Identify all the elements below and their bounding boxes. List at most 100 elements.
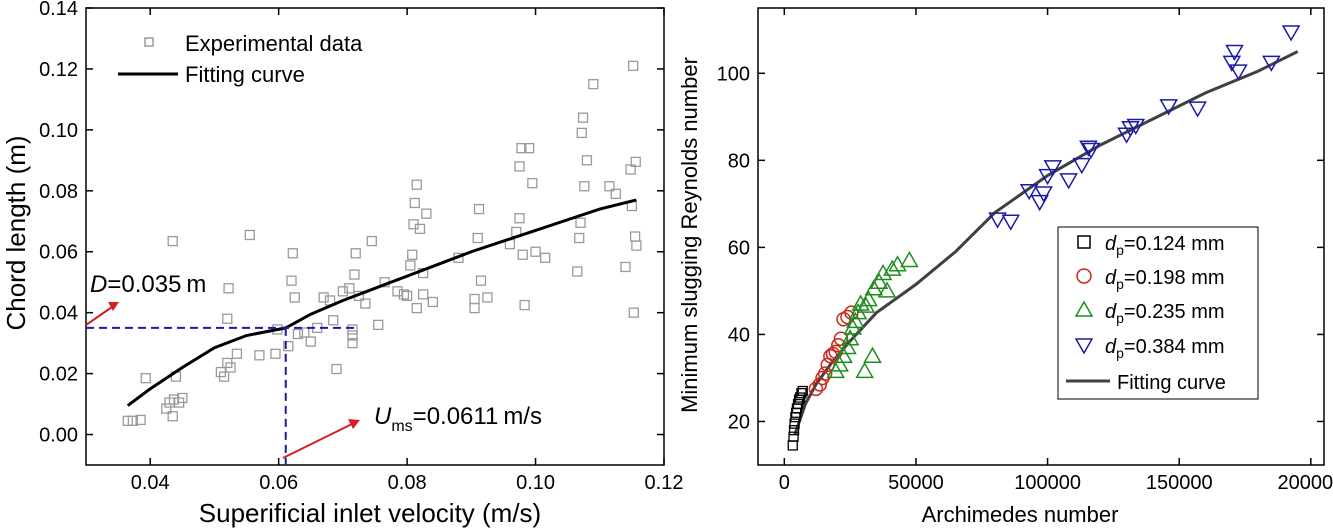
legend-label-0384-sub: p bbox=[1116, 345, 1124, 361]
data-point-series-3 bbox=[1262, 55, 1281, 72]
experimental-point bbox=[167, 235, 178, 247]
data-point-series-0 bbox=[788, 425, 800, 436]
data-point-series-1 bbox=[823, 348, 838, 364]
legend-swatch-square bbox=[1077, 235, 1091, 249]
left-y-tick-label: 0.14 bbox=[39, 0, 78, 20]
data-point-series-2 bbox=[834, 346, 853, 363]
reynolds-chart: 05000010000015000020000020406080100 dp=0… bbox=[677, 7, 1333, 527]
experimental-point bbox=[414, 223, 426, 235]
experimental-point bbox=[331, 363, 342, 375]
right-legend-frame bbox=[1057, 226, 1259, 400]
experimental-point bbox=[469, 293, 480, 305]
data-point-series-2 bbox=[851, 294, 870, 311]
experimental-point bbox=[347, 330, 358, 341]
experimental-point bbox=[588, 79, 599, 90]
right-x-tick-label: 0 bbox=[779, 472, 790, 494]
data-point-series-2 bbox=[882, 259, 902, 276]
data-point-series-2 bbox=[873, 263, 893, 281]
d-annotation: D=0.035 m bbox=[90, 271, 206, 298]
chord-length-chart: 0.04 0.06 0.08 0.10 0.12 0.00 0.02 0.04 0.06 0.08… bbox=[1, 0, 683, 528]
right-x-tick-label: 200000 bbox=[1277, 472, 1333, 494]
experimental-point bbox=[127, 415, 139, 426]
legend-label-0198-prefix: d bbox=[1105, 267, 1117, 289]
left-axes: 0.04 0.06 0.08 0.10 0.12 0.00 0.02 0.04 0.06 0.08… bbox=[39, 0, 683, 494]
experimental-point bbox=[347, 324, 358, 335]
experimental-point bbox=[581, 155, 593, 166]
legend-label-experimental: Experimental data bbox=[185, 31, 363, 56]
legend-label-right-fitting: Fitting curve bbox=[1117, 372, 1226, 394]
left-y-tick-label: 0.04 bbox=[39, 303, 78, 325]
data-point-series-0 bbox=[787, 440, 798, 451]
data-point-series-2 bbox=[877, 281, 897, 298]
legend-label-0384: dp=0.384 mm bbox=[1105, 336, 1225, 361]
legend-swatch-triangle-up bbox=[1074, 300, 1094, 317]
data-point-series-3 bbox=[1188, 101, 1207, 118]
data-point-series-1 bbox=[808, 381, 824, 397]
right-x-tick-label: 150000 bbox=[1146, 472, 1213, 494]
left-x-tick-label: 0.04 bbox=[131, 472, 170, 494]
experimental-point bbox=[401, 290, 413, 302]
experimental-point bbox=[631, 240, 642, 251]
data-point-series-0 bbox=[797, 385, 808, 397]
legend-swatch-experimental bbox=[144, 37, 154, 47]
experimental-point bbox=[628, 60, 639, 72]
data-point-series-2 bbox=[888, 255, 907, 272]
legend-label-0384-prefix: d bbox=[1105, 336, 1117, 358]
experimental-point bbox=[411, 302, 422, 314]
experimental-point bbox=[349, 269, 360, 280]
experimental-point bbox=[530, 246, 541, 257]
data-point-series-3 bbox=[1229, 64, 1248, 81]
right-y-tick-label: 40 bbox=[728, 324, 750, 346]
experimental-point bbox=[517, 249, 528, 260]
experimental-point bbox=[405, 260, 416, 271]
left-x-tick-label: 0.08 bbox=[388, 472, 427, 494]
data-point-series-3 bbox=[1038, 168, 1057, 186]
experimental-point bbox=[630, 156, 641, 168]
left-y-tick-label: 0.10 bbox=[39, 120, 78, 142]
data-point-series-2 bbox=[900, 250, 919, 268]
data-point-series-2 bbox=[840, 329, 860, 346]
data-point-series-2 bbox=[846, 311, 865, 329]
experimental-point bbox=[540, 252, 551, 263]
left-x-tick-label: 0.06 bbox=[259, 472, 298, 494]
experimental-point bbox=[344, 283, 355, 294]
experimental-point bbox=[482, 292, 493, 303]
experimental-point bbox=[421, 208, 432, 219]
right-y-tick-label: 60 bbox=[728, 237, 750, 259]
experimental-point bbox=[177, 392, 188, 404]
data-point-series-3 bbox=[1159, 99, 1178, 116]
left-fitting-curve bbox=[126, 198, 637, 407]
experimental-point bbox=[347, 337, 358, 349]
experimental-point bbox=[620, 261, 631, 273]
legend-label-0124-value: =0.124 mm bbox=[1124, 233, 1225, 255]
data-point-series-2 bbox=[855, 361, 874, 379]
u-annotation-unit: m/s bbox=[503, 403, 542, 430]
left-x-tick-label: 0.10 bbox=[516, 472, 555, 494]
right-plot-frame bbox=[757, 7, 1325, 466]
experimental-point bbox=[244, 229, 255, 241]
data-point-series-2 bbox=[859, 290, 878, 307]
right-axes: 0 50000 100000 150000 200000 20 40 60 80 100 bbox=[717, 7, 1333, 494]
data-point-series-0 bbox=[788, 431, 799, 442]
experimental-point bbox=[350, 248, 361, 259]
left-y-tick-label: 0.06 bbox=[39, 242, 78, 264]
experimental-point bbox=[523, 142, 535, 154]
right-y-tick-label: 100 bbox=[717, 63, 750, 85]
d-annotation-value: =0.035 bbox=[107, 271, 181, 298]
left-plot-frame bbox=[85, 7, 665, 466]
left-x-tick-label: 0.12 bbox=[645, 472, 684, 494]
experimental-point bbox=[472, 232, 483, 244]
data-point-series-1 bbox=[817, 366, 833, 381]
data-point-series-3 bbox=[1081, 142, 1101, 159]
left-y-tick-label: 0.12 bbox=[39, 59, 78, 81]
experimental-point bbox=[305, 336, 316, 347]
legend-label-fitting: Fitting curve bbox=[185, 62, 305, 87]
u-arrow bbox=[282, 423, 353, 459]
right-x-tick-label: 100000 bbox=[1014, 472, 1081, 494]
legend-label-0235: dp=0.235 mm bbox=[1105, 301, 1225, 326]
u-annotation-sub: ms bbox=[391, 418, 412, 435]
experimental-point bbox=[473, 203, 485, 215]
legend-label-0198-sub: p bbox=[1116, 276, 1124, 292]
left-y-tick-label: 0.02 bbox=[39, 364, 78, 386]
experimental-point bbox=[579, 181, 590, 192]
